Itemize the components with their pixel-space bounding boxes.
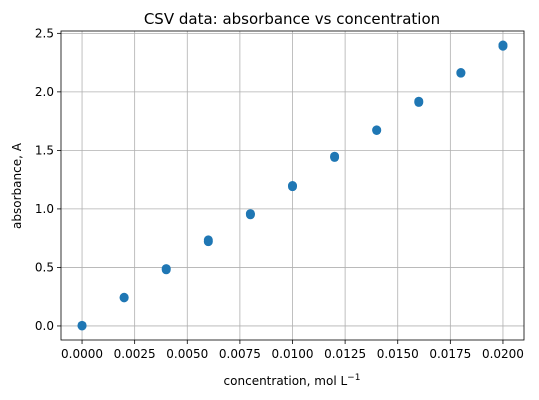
x-tick-label: 0.0200 <box>482 347 524 361</box>
y-tick-label: 2.5 <box>35 26 54 40</box>
axis-ticks: 0.0000 0.0025 0.0050 0.0075 0.0100 0.0125 0.01… <box>35 26 524 361</box>
data-point <box>372 125 382 135</box>
data-point <box>414 96 424 106</box>
data-point <box>456 68 466 78</box>
x-tick-label: 0.0025 <box>114 347 156 361</box>
x-tick-label: 0.0000 <box>61 347 103 361</box>
data-point <box>161 264 171 274</box>
x-axis-label-text: concentration, mol L <box>224 374 348 388</box>
x-tick-label: 0.0075 <box>219 347 261 361</box>
data-point <box>498 40 508 50</box>
data-point <box>119 292 129 302</box>
data-point <box>330 151 340 161</box>
data-point <box>77 320 87 330</box>
y-axis-label: absorbance, A <box>10 142 24 229</box>
chart-title: CSV data: absorbance vs concentration <box>144 10 440 28</box>
data-points <box>77 40 508 331</box>
x-tick-label: 0.0050 <box>166 347 208 361</box>
y-tick-label: 0.5 <box>35 260 54 274</box>
y-tick-label: 2.0 <box>35 85 54 99</box>
x-tick-label: 0.0150 <box>377 347 419 361</box>
x-tick-label: 0.0175 <box>429 347 471 361</box>
y-tick-label: 1.5 <box>35 143 54 157</box>
x-axis-label: concentration, mol L−1 <box>224 373 361 388</box>
x-tick-label: 0.0100 <box>272 347 314 361</box>
x-axis-label-superscript: −1 <box>347 373 360 383</box>
y-tick-label: 0.0 <box>35 319 54 333</box>
data-point <box>203 235 213 245</box>
x-tick-label: 0.0125 <box>324 347 366 361</box>
y-tick-label: 1.0 <box>35 202 54 216</box>
data-point <box>288 181 297 190</box>
data-point <box>245 209 255 219</box>
